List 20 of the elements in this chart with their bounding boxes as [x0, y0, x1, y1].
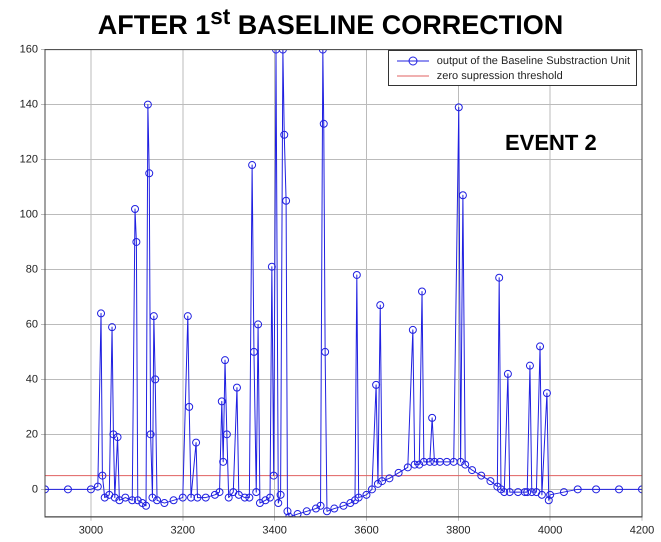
x-tick-label: 3800 — [446, 524, 471, 536]
x-tick-label: 4000 — [538, 524, 562, 536]
y-tick-label: 140 — [20, 98, 38, 111]
y-tick-label: 40 — [26, 373, 38, 386]
y-tick-label: 80 — [26, 263, 38, 276]
y-tick-label: 20 — [26, 428, 38, 440]
y-tick-label: 0 — [32, 483, 38, 496]
annotation: EVENT 2 — [505, 130, 597, 156]
y-tick-label: 120 — [20, 154, 38, 166]
y-tick-label: 100 — [20, 208, 38, 221]
x-tick-label: 4200 — [630, 524, 654, 536]
chart-title: AFTER 1$^{st}$ BASELINE CORRECTION — [96, 4, 564, 41]
y-tick-label: 160 — [20, 44, 38, 56]
x-tick-label: 3200 — [170, 524, 196, 536]
x-tick-label: 3000 — [78, 524, 104, 536]
y-tick-label: 60 — [26, 318, 38, 330]
legend-label: output of the Baseline Substraction Unit — [436, 54, 630, 66]
x-tick-label: 3400 — [262, 524, 287, 536]
x-tick-label: 3600 — [354, 524, 379, 536]
legend-label: zero supression threshold — [436, 70, 563, 82]
